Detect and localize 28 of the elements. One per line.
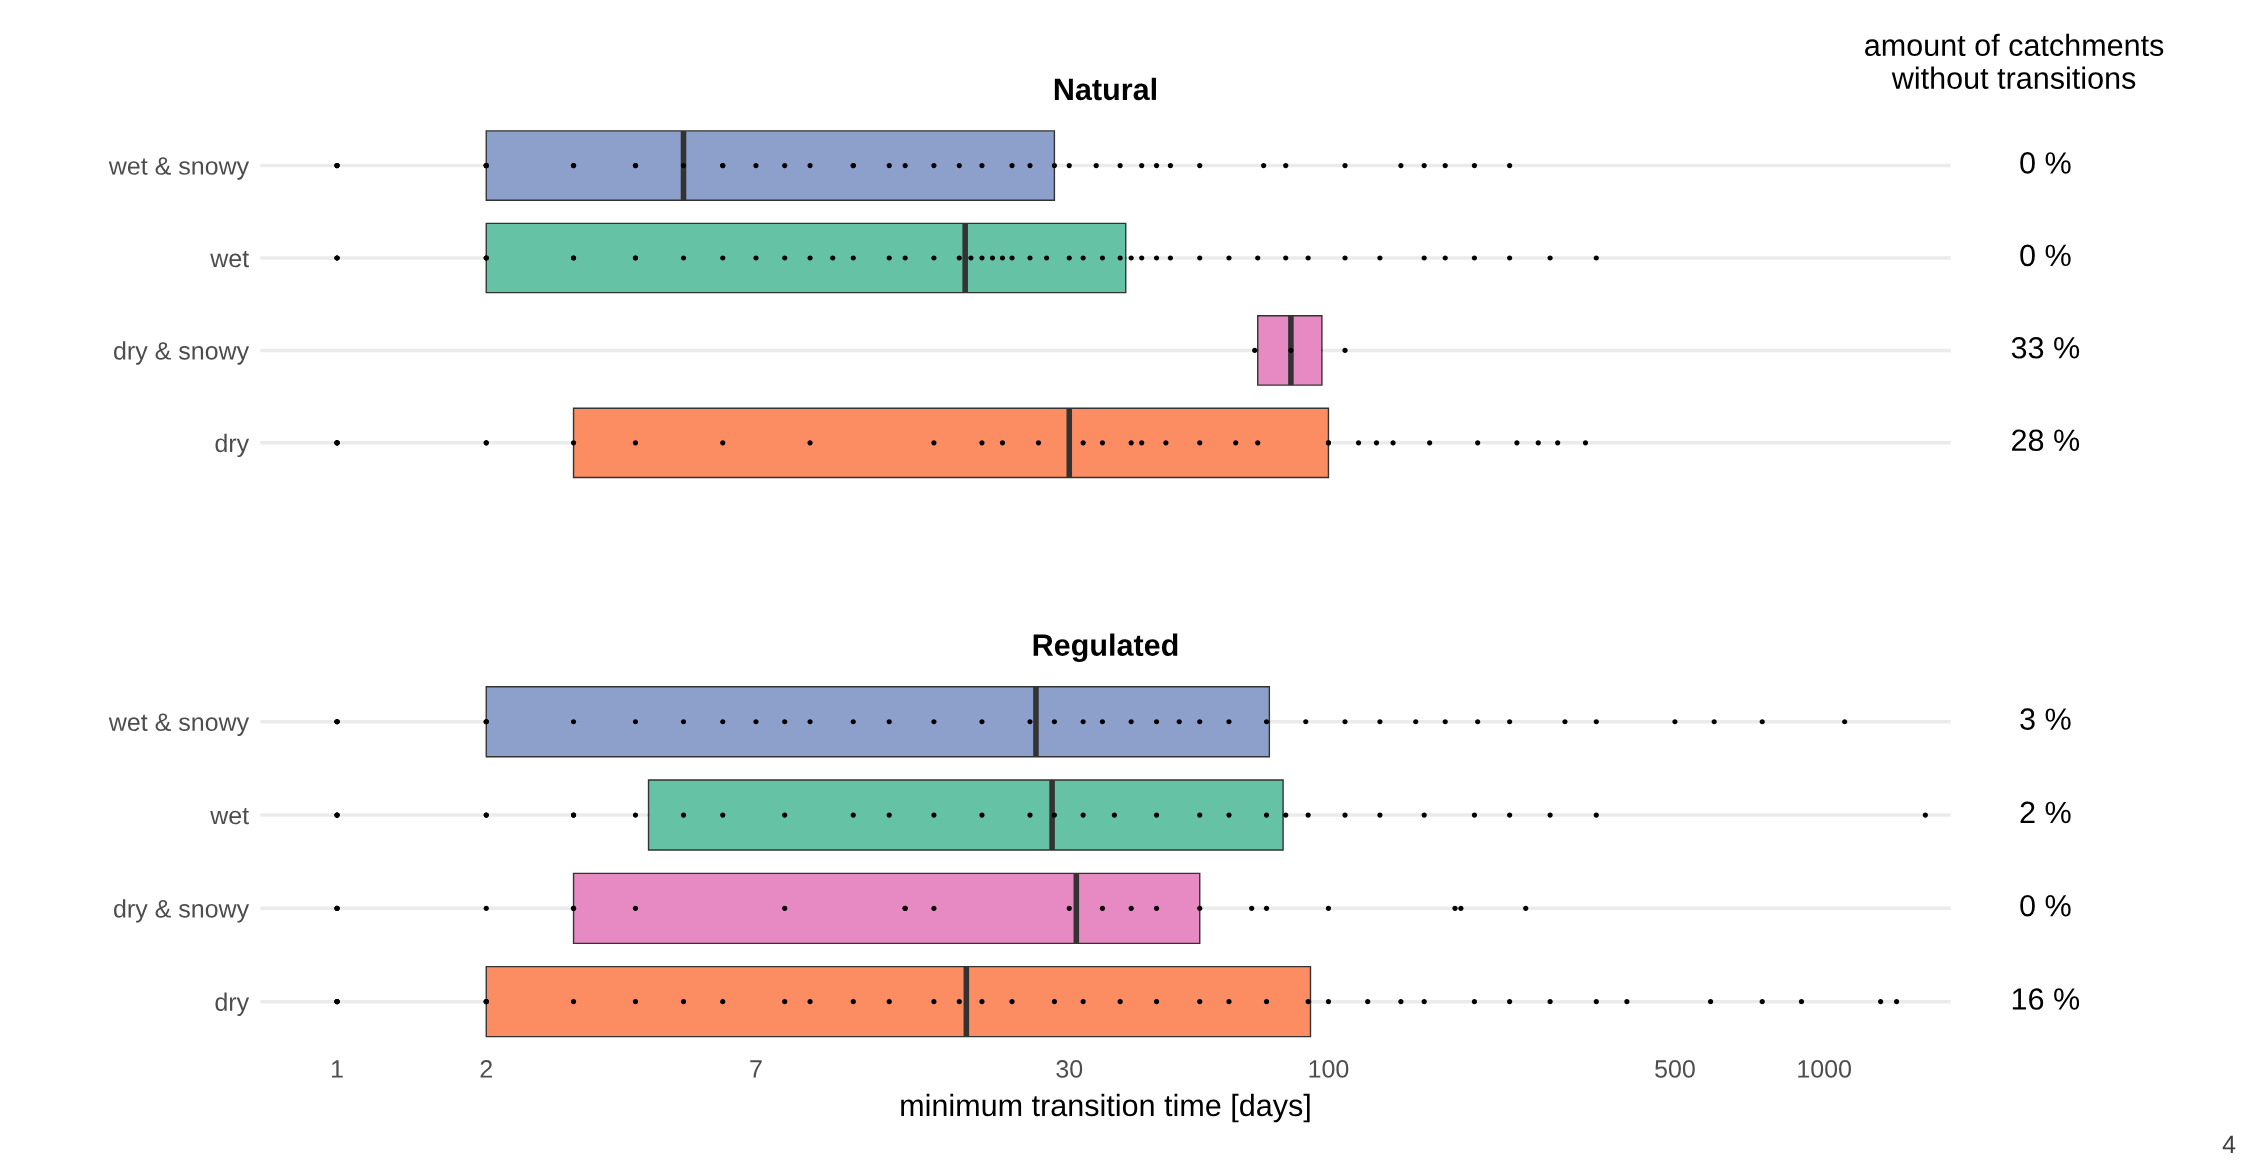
text: 28 % [2012,429,2080,452]
text: 33 % [2011,336,2080,359]
text: 16 % [2012,988,2080,1010]
x-tick-label: 1 [331,1060,343,1078]
y-tick-label: dry [215,992,250,1016]
chart-title: Natural [1054,77,1156,101]
x-tick-label: 7 [750,1060,762,1078]
y-tick-label: wet & snowy [108,713,250,736]
text: 0 % [2020,894,2071,917]
y-tick-label: wet [210,250,249,268]
text: amount of catchments without transitions [1865,33,2164,90]
text: 0 % [2020,152,2071,174]
y-tick-label: dry [215,433,250,458]
x-tick-label: 1000 [1798,1060,1851,1078]
chart-title: Regulated [1033,633,1178,663]
x-tick-label: 100 [1309,1060,1349,1078]
y-tick-label: wet [210,807,249,825]
y-tick-label: dry & snowy [114,341,250,365]
text: 0 % [2020,244,2071,267]
text: 2 % [2020,801,2071,824]
text: 4 [2222,1135,2236,1154]
y-tick-label: dry & snowy [114,899,250,923]
x-tick-label: 2 [480,1060,492,1078]
y-tick-label: wet & snowy [108,157,250,180]
x-tick-label: 30 [1056,1060,1083,1078]
text: 3 % [2020,708,2071,730]
x-tick-label: 500 [1655,1060,1695,1078]
x-axis-title: minimum transition time [days] [901,1093,1310,1123]
